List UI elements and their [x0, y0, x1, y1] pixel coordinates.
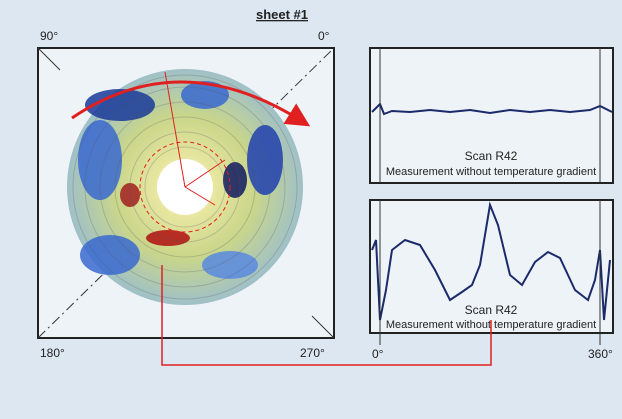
sheet-title: sheet #1 — [256, 7, 308, 22]
plot-subtitle: Measurement without temperature gradient — [386, 166, 596, 178]
sheet: sheet #1 90° 0° 180° 270° Scan R42 Measu… — [0, 0, 622, 419]
plot-title: Scan R42 — [465, 149, 518, 163]
angle-label: 180° — [40, 346, 65, 360]
x-end-label: 360° — [588, 347, 613, 361]
plot-title: Scan R42 — [465, 303, 518, 317]
angle-label: 90° — [40, 29, 58, 43]
x-start-label: 0° — [372, 347, 384, 361]
polar-panel — [38, 48, 334, 338]
angle-label: 0° — [318, 29, 330, 43]
angle-label: 270° — [300, 346, 325, 360]
